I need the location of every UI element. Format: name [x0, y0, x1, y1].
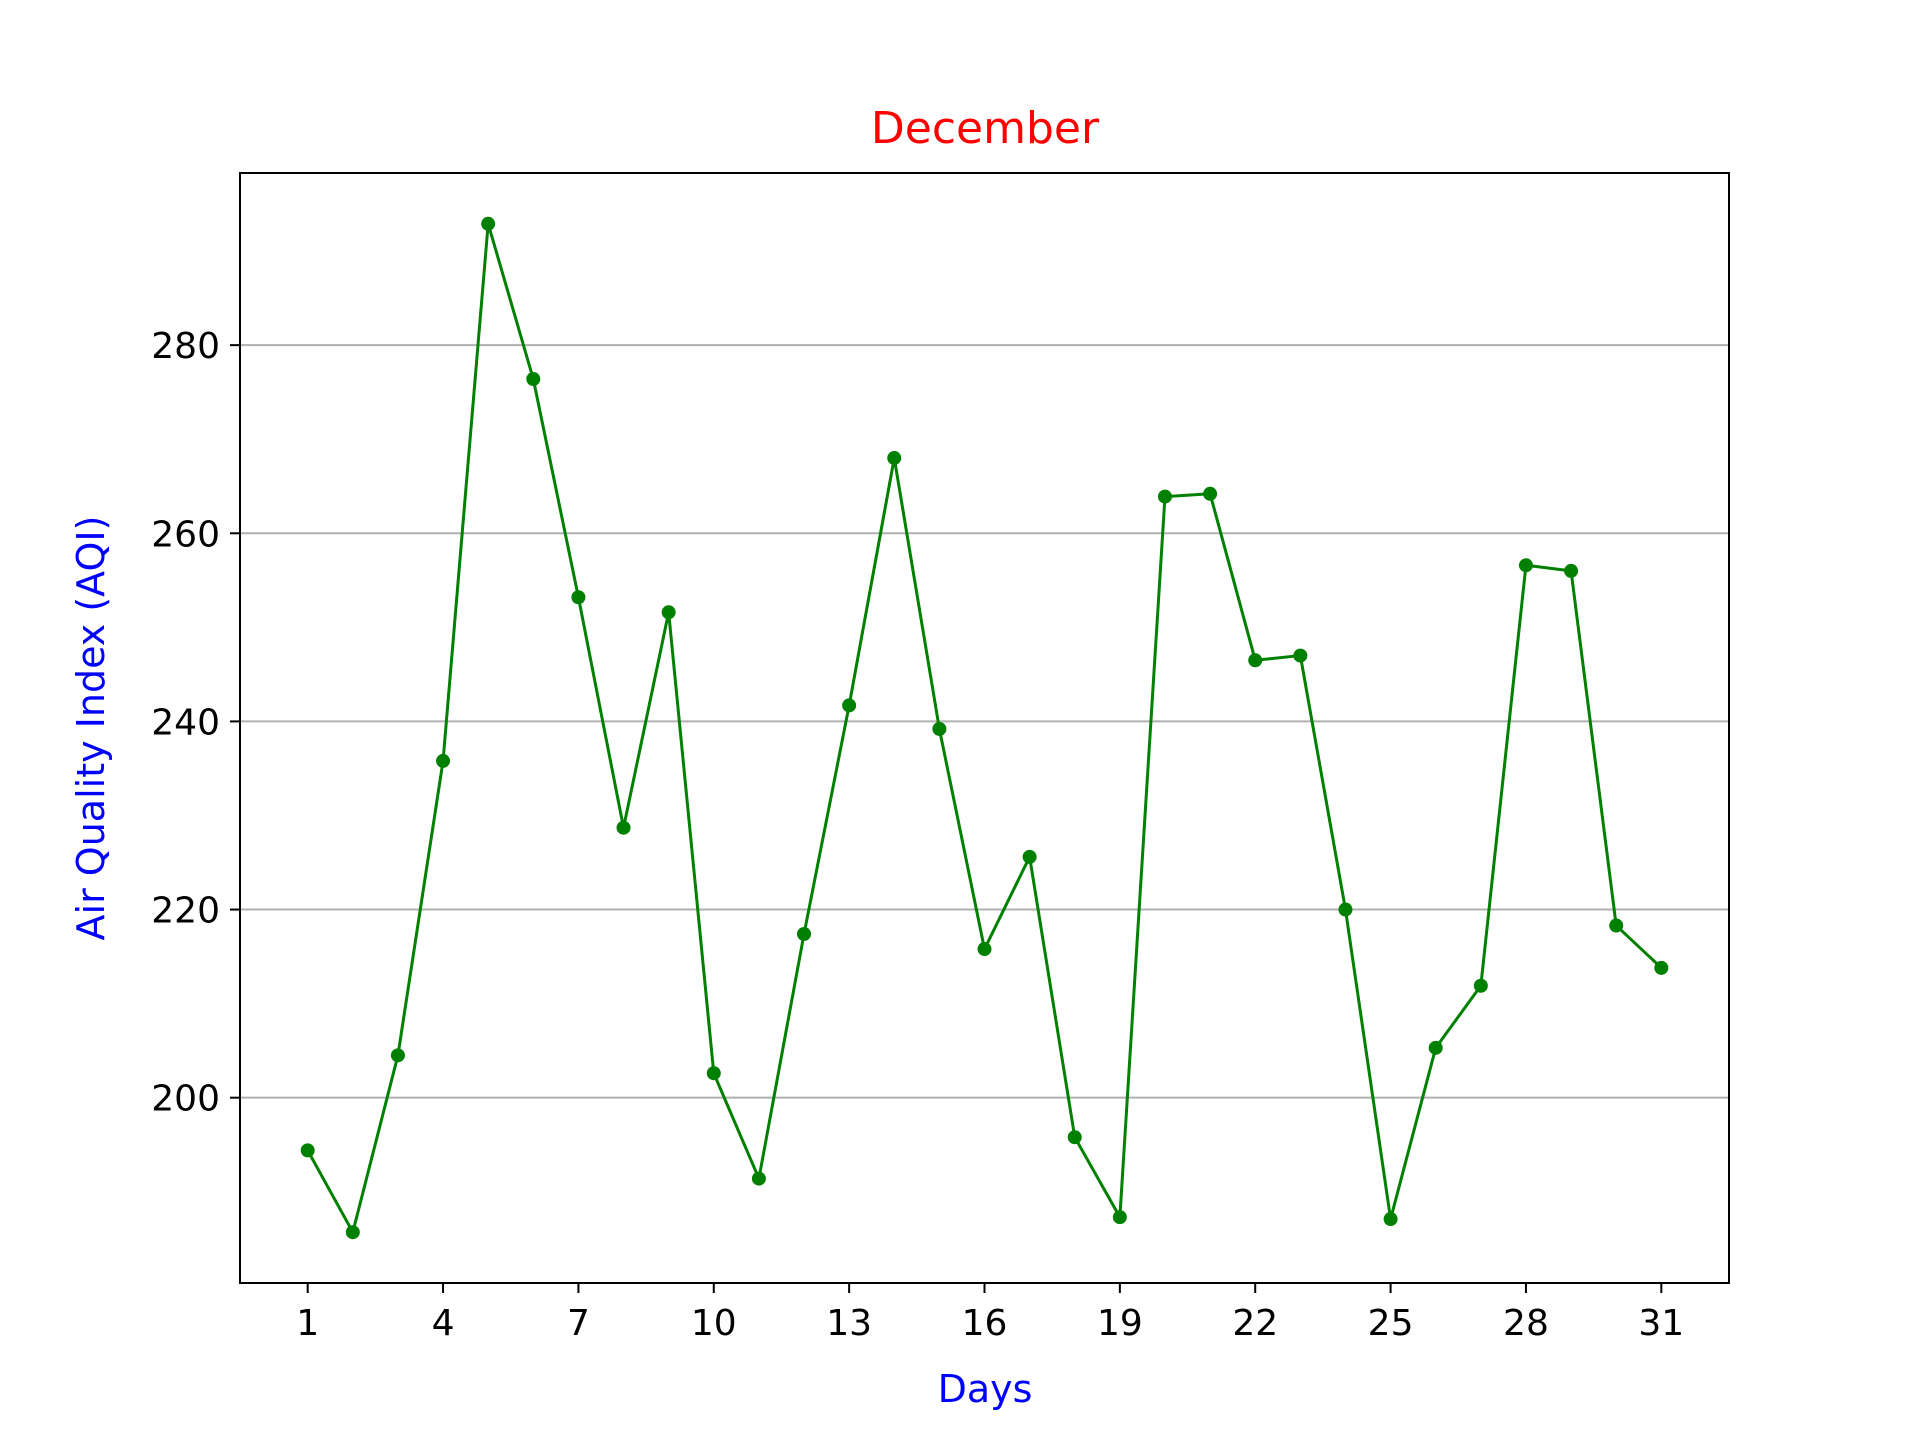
- x-axis-label: Days: [938, 1367, 1033, 1411]
- data-point: [390, 1048, 405, 1063]
- data-point: [481, 216, 496, 231]
- x-tick-label: 19: [1097, 1303, 1143, 1344]
- data-point: [1293, 648, 1308, 663]
- data-point: [1473, 978, 1488, 993]
- y-tick-label: 200: [151, 1079, 220, 1120]
- data-point: [1022, 849, 1037, 864]
- data-point: [706, 1066, 721, 1081]
- chart-title: December: [871, 103, 1100, 154]
- data-point: [1203, 486, 1218, 501]
- data-point: [797, 927, 812, 942]
- y-tick-label: 280: [151, 326, 220, 367]
- data-point: [887, 451, 902, 466]
- data-point: [1654, 960, 1669, 975]
- x-tick-label: 1: [296, 1303, 319, 1344]
- x-tick-label: 22: [1232, 1303, 1278, 1344]
- data-point: [1564, 563, 1579, 578]
- data-point: [1248, 653, 1263, 668]
- x-tick-label: 4: [432, 1303, 455, 1344]
- x-tick-label: 25: [1368, 1303, 1414, 1344]
- data-point: [1067, 1130, 1082, 1145]
- data-point: [1112, 1210, 1127, 1225]
- x-tick-label: 28: [1503, 1303, 1549, 1344]
- series-layer: [300, 216, 1669, 1240]
- data-point: [345, 1225, 360, 1240]
- data-point: [571, 590, 586, 605]
- data-point: [1157, 489, 1172, 504]
- data-point: [1428, 1040, 1443, 1055]
- x-tick-label: 10: [691, 1303, 737, 1344]
- data-point: [842, 698, 857, 713]
- y-tick-label: 240: [151, 702, 220, 743]
- data-point: [1338, 902, 1353, 917]
- x-tick-label: 13: [826, 1303, 872, 1344]
- y-axis-ticks: 200 220 240 260 280: [151, 326, 240, 1120]
- x-tick-label: 31: [1638, 1303, 1684, 1344]
- data-point: [661, 605, 676, 620]
- data-point: [932, 721, 947, 736]
- data-point: [1383, 1212, 1398, 1227]
- data-point: [300, 1143, 315, 1158]
- y-tick-label: 220: [151, 891, 220, 932]
- x-tick-label: 7: [567, 1303, 590, 1344]
- gridlines: [240, 344, 1729, 1099]
- data-point: [616, 820, 631, 835]
- x-axis-ticks: 1 4 7 10 13 16 19 22 25 28 31: [296, 1283, 1684, 1344]
- data-point: [1609, 918, 1624, 933]
- data-point: [1518, 558, 1533, 573]
- data-point: [977, 942, 992, 957]
- y-tick-label: 260: [151, 514, 220, 555]
- data-point: [526, 372, 541, 387]
- data-point: [436, 753, 451, 768]
- y-axis-label: Air Quality Index (AQI): [69, 516, 113, 941]
- data-point: [751, 1171, 766, 1186]
- x-tick-label: 16: [962, 1303, 1008, 1344]
